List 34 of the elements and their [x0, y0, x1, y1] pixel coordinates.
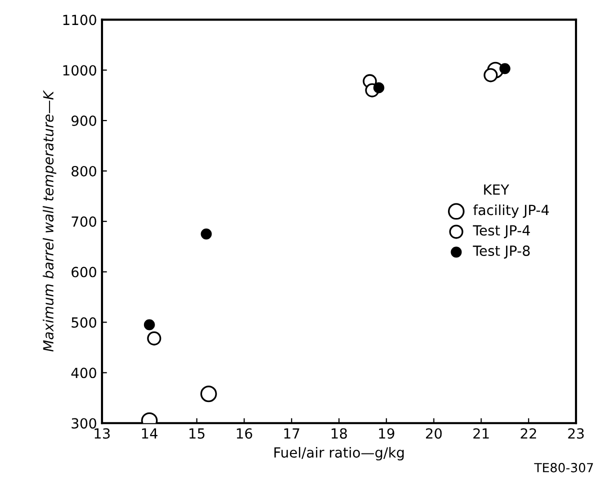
y-tick-label: 500	[72, 317, 96, 328]
x-tick-label: 16	[236, 428, 252, 439]
point	[147, 331, 162, 346]
y-tick-label: 600	[72, 266, 96, 278]
x-tick-label: 20	[426, 428, 442, 439]
y-tick-label: 1100	[63, 14, 96, 26]
text: TE80-307	[534, 462, 593, 472]
x-tick-label: 13	[94, 428, 110, 439]
y-tick-label: 400	[71, 368, 96, 378]
point	[373, 82, 384, 94]
x-tick-label: 19	[379, 428, 394, 439]
legend-label: Test JP-4	[472, 225, 530, 238]
y-tick-label: 300	[72, 418, 96, 429]
y-axis-title: Maximum barrel wall temperature—K	[42, 90, 56, 352]
x-tick-label: 17	[284, 428, 300, 439]
point	[144, 319, 155, 330]
x-tick-label: 18	[332, 428, 347, 439]
legend-title: KEY	[484, 184, 510, 195]
point	[200, 386, 217, 402]
y-tick-label: 700	[72, 216, 96, 227]
y-tick-label: 800	[72, 166, 96, 176]
y-tick-label: 1000	[63, 65, 96, 76]
x-tick-label: 21	[473, 428, 489, 439]
x-tick-label: 15	[189, 428, 204, 439]
x-tick-label: 14	[142, 428, 158, 439]
legend-label: Test JP-8	[472, 246, 530, 259]
x-axis-title: Fuel/air ratio—g/kg	[274, 446, 404, 460]
x-tick-label: 22	[520, 428, 536, 439]
point	[200, 228, 212, 240]
point	[499, 63, 510, 74]
y-tick-label: 900	[72, 116, 96, 126]
x-tick-label: 23	[568, 428, 584, 439]
legend-label: facility JP-4	[473, 204, 549, 218]
point	[484, 68, 498, 82]
